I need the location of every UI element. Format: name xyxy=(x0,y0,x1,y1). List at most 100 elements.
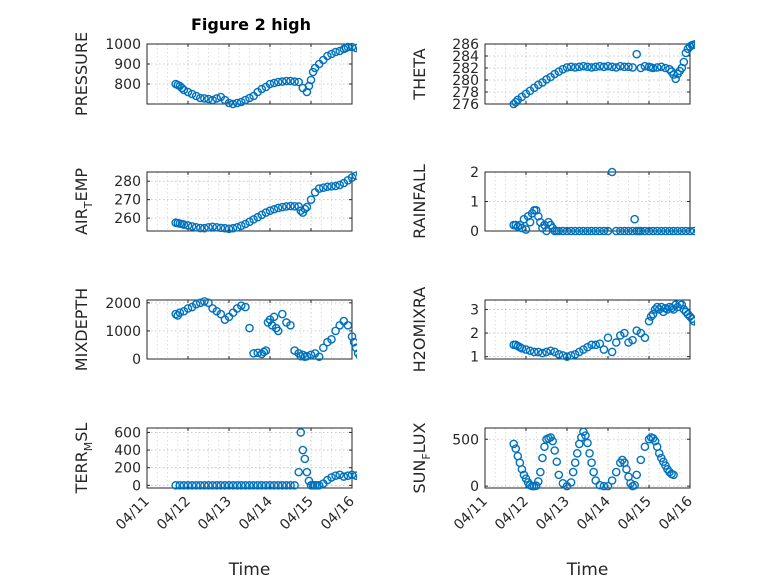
data-point xyxy=(327,473,336,482)
data-point xyxy=(689,226,695,236)
x-axis-label: Time xyxy=(566,560,609,580)
x-tick-label: 04/13 xyxy=(533,494,573,534)
data-point xyxy=(548,436,557,446)
data-point xyxy=(343,471,353,480)
data-point xyxy=(339,316,349,326)
data-point xyxy=(558,226,568,236)
data-point xyxy=(575,226,584,236)
data-point xyxy=(212,223,221,232)
axes-box xyxy=(484,299,691,360)
data-point xyxy=(679,57,689,67)
data-point xyxy=(648,63,658,73)
data-point xyxy=(525,217,535,227)
y-tick-label: 280 xyxy=(114,174,141,190)
data-point xyxy=(707,227,714,234)
data-point xyxy=(351,471,357,480)
data-point xyxy=(624,62,633,72)
y-tick-label: 1 xyxy=(470,195,479,211)
data-point xyxy=(347,332,357,341)
data-point xyxy=(521,225,531,234)
data-point xyxy=(640,442,650,452)
axes-box xyxy=(484,43,691,105)
data-point xyxy=(290,481,299,490)
data-point xyxy=(331,326,340,336)
data-point xyxy=(220,481,230,490)
data-point xyxy=(681,48,691,58)
data-point xyxy=(347,42,357,52)
data-point xyxy=(538,453,547,463)
data-point xyxy=(183,221,193,230)
data-point xyxy=(269,481,279,490)
data-point xyxy=(707,318,714,325)
data-point xyxy=(273,326,283,336)
data-point xyxy=(587,340,596,350)
data-point xyxy=(236,301,246,310)
data-point xyxy=(245,93,254,103)
y-tick-label: 284 xyxy=(452,49,479,65)
data-point xyxy=(630,480,639,490)
data-point xyxy=(282,481,291,490)
data-point xyxy=(607,167,617,177)
data-point xyxy=(191,299,201,309)
data-point xyxy=(620,62,629,72)
data-point xyxy=(302,202,312,212)
data-point xyxy=(296,206,306,216)
data-point xyxy=(298,350,308,360)
data-point xyxy=(616,226,625,236)
data-point xyxy=(216,481,226,490)
data-point xyxy=(587,458,596,467)
data-point xyxy=(302,351,312,361)
data-point xyxy=(212,94,221,103)
data-point xyxy=(699,40,706,47)
data-point xyxy=(261,346,271,355)
x-tick-label: 04/16 xyxy=(318,493,358,533)
data-point xyxy=(575,62,584,72)
data-point xyxy=(335,320,345,330)
data-point xyxy=(306,75,316,85)
data-point xyxy=(228,223,238,233)
data-point xyxy=(636,226,646,236)
data-point xyxy=(335,470,345,480)
y-tick-label: 900 xyxy=(114,57,141,73)
data-point xyxy=(365,469,372,476)
data-point xyxy=(220,223,230,233)
data-point xyxy=(269,204,279,214)
data-point xyxy=(622,464,631,474)
data-point xyxy=(191,223,201,232)
data-point xyxy=(277,309,287,319)
y-tick-label: 286 xyxy=(452,37,479,53)
data-point xyxy=(171,481,180,490)
data-points xyxy=(509,299,714,361)
x-tick-label: 04/11 xyxy=(113,494,153,534)
data-point xyxy=(290,201,299,211)
y-tick-label: 278 xyxy=(452,85,479,101)
data-point xyxy=(669,470,678,480)
data-point xyxy=(650,436,660,446)
data-point xyxy=(599,226,609,236)
data-point xyxy=(531,481,541,490)
data-point xyxy=(261,208,271,217)
data-point xyxy=(611,467,621,477)
data-point xyxy=(290,77,299,86)
data-point xyxy=(693,320,695,327)
subplot-sun_flux: 0 500 04/11 04/12 04/13 04/14 04/15 04/16 Time SU… xyxy=(410,422,696,580)
data-point xyxy=(261,481,271,490)
data-point xyxy=(179,481,189,490)
data-point xyxy=(568,467,578,477)
data-point xyxy=(265,481,275,490)
data-point xyxy=(570,458,580,467)
data-point xyxy=(314,481,324,490)
data-point xyxy=(703,227,710,234)
x-axis-label: Time xyxy=(228,560,271,580)
data-point xyxy=(171,309,180,319)
data-point xyxy=(323,182,332,192)
data-point xyxy=(269,312,279,322)
axes-box xyxy=(484,427,691,489)
data-point xyxy=(616,61,625,71)
data-point xyxy=(572,449,582,458)
data-point xyxy=(195,298,205,308)
data-point xyxy=(208,222,217,232)
data-point xyxy=(224,481,234,490)
